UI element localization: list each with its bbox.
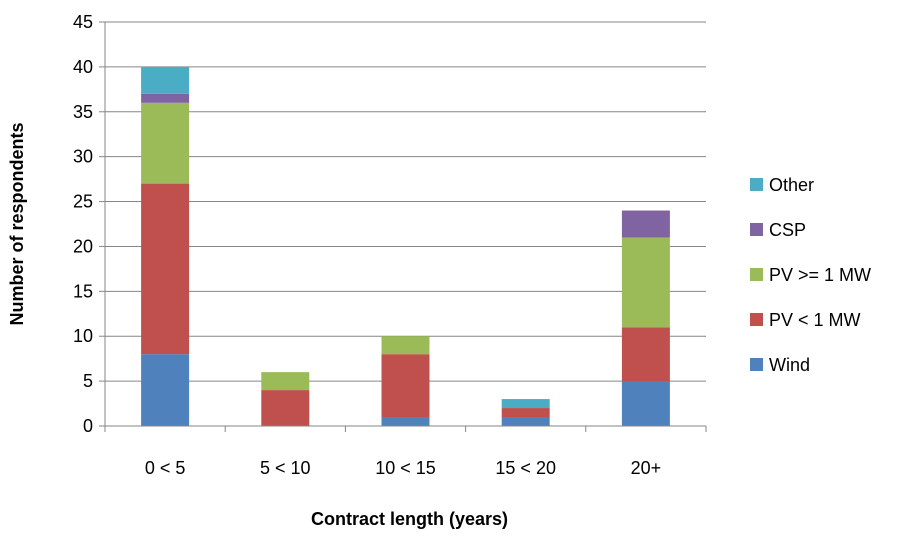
bar-segment — [381, 336, 430, 355]
bar-segment — [141, 66, 190, 94]
y-tick-label: 35 — [73, 102, 93, 122]
y-tick-label: 40 — [73, 57, 93, 77]
x-tick-label: 5 < 10 — [260, 458, 311, 478]
y-tick-label: 20 — [73, 236, 93, 256]
bar-segment — [621, 210, 670, 238]
bar-segment — [621, 327, 670, 382]
bar-segment — [261, 372, 310, 391]
y-tick-label: 10 — [73, 326, 93, 346]
bar-segment — [381, 417, 430, 426]
axes — [99, 21, 707, 432]
y-tick-label: 45 — [73, 12, 93, 32]
bar-segment — [501, 417, 550, 426]
legend-swatch — [750, 178, 763, 191]
y-tick-labels: 0 5 10 15 20 25 30 35 40 45 — [73, 12, 93, 436]
gridlines — [105, 21, 706, 382]
bar-segment — [501, 399, 550, 409]
bar-segment — [261, 390, 310, 426]
legend-label: PV < 1 MW — [769, 310, 861, 330]
legend-swatch — [750, 223, 763, 236]
x-tick-labels: 0 < 5 5 < 10 10 < 15 15 < 20 20+ — [145, 458, 661, 478]
legend-label: Other — [769, 175, 814, 195]
legend-swatch — [750, 358, 763, 371]
bar-segment — [141, 354, 190, 426]
bars — [141, 66, 670, 426]
bar-segment — [141, 93, 190, 103]
y-tick-label: 30 — [73, 147, 93, 167]
legend-label: CSP — [769, 220, 806, 240]
bar-segment — [381, 354, 430, 418]
bar-segment — [621, 381, 670, 426]
legend-label: PV >= 1 MW — [769, 265, 871, 285]
bar-segment — [501, 408, 550, 418]
x-tick-label: 10 < 15 — [375, 458, 436, 478]
x-tick-label: 0 < 5 — [145, 458, 186, 478]
y-tick-label: 25 — [73, 192, 93, 212]
bar-segment — [621, 237, 670, 328]
y-tick-label: 15 — [73, 281, 93, 301]
bar-segment — [141, 102, 190, 184]
x-tick-label: 20+ — [631, 458, 662, 478]
y-axis-title: Number of respondents — [7, 122, 27, 325]
x-tick-label: 15 < 20 — [495, 458, 556, 478]
x-axis-title: Contract length (years) — [311, 509, 508, 529]
y-tick-label: 0 — [83, 416, 93, 436]
legend-swatch — [750, 313, 763, 326]
legend: Other CSP PV >= 1 MW PV < 1 MW Wind — [750, 175, 871, 375]
legend-label: Wind — [769, 355, 810, 375]
legend-swatch — [750, 268, 763, 281]
bar-segment — [141, 183, 190, 355]
y-tick-label: 5 — [83, 371, 93, 391]
